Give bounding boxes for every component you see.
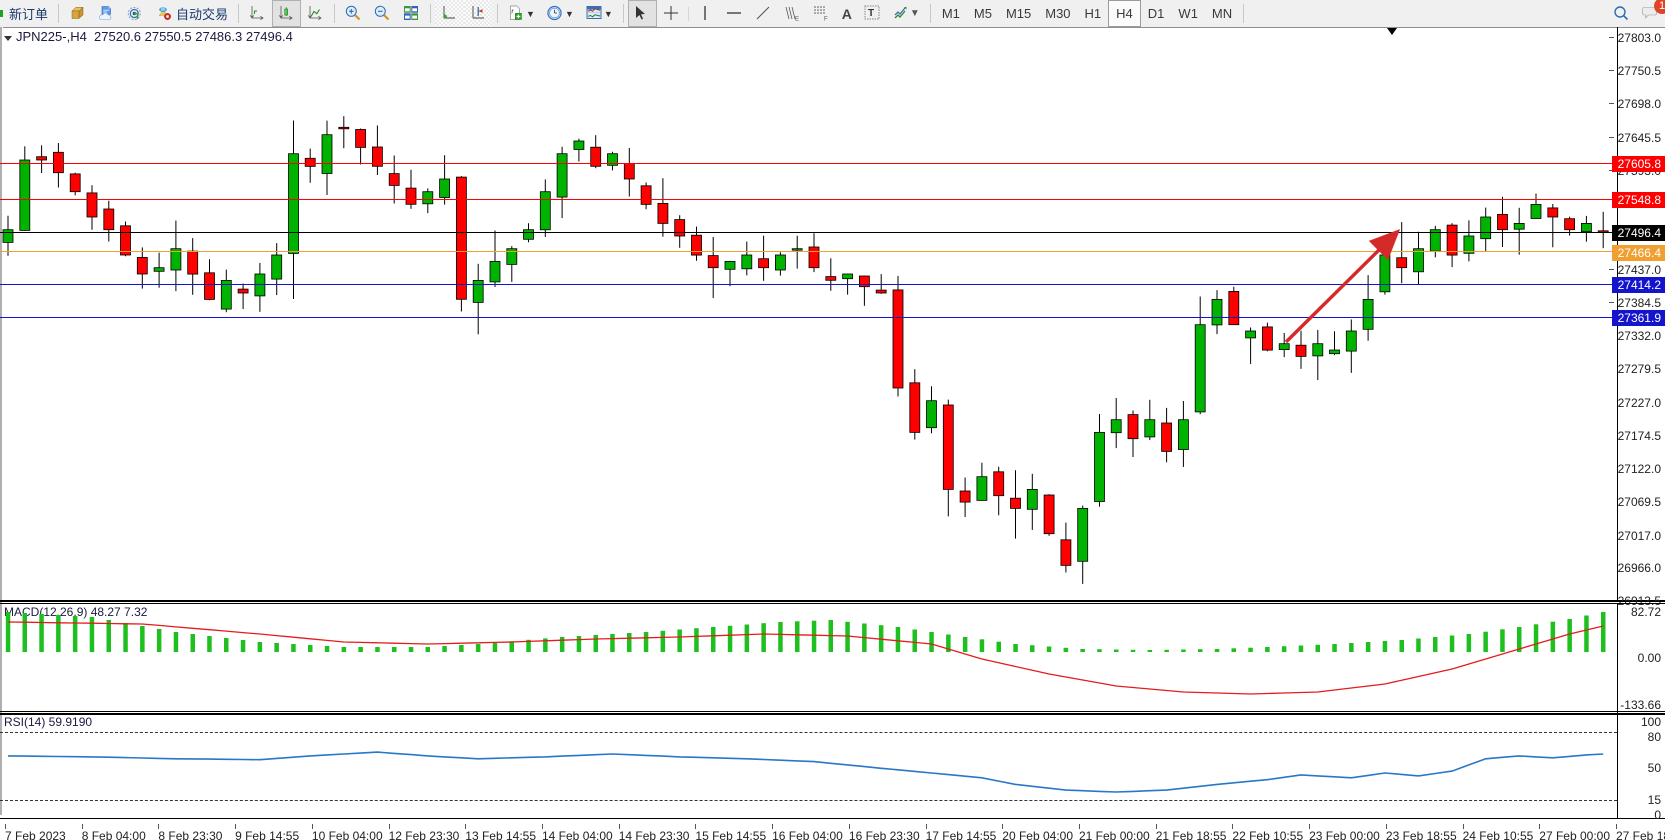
svg-text:T: T [868,8,874,19]
svg-text:E: E [795,17,799,23]
svg-text:F: F [824,17,828,23]
